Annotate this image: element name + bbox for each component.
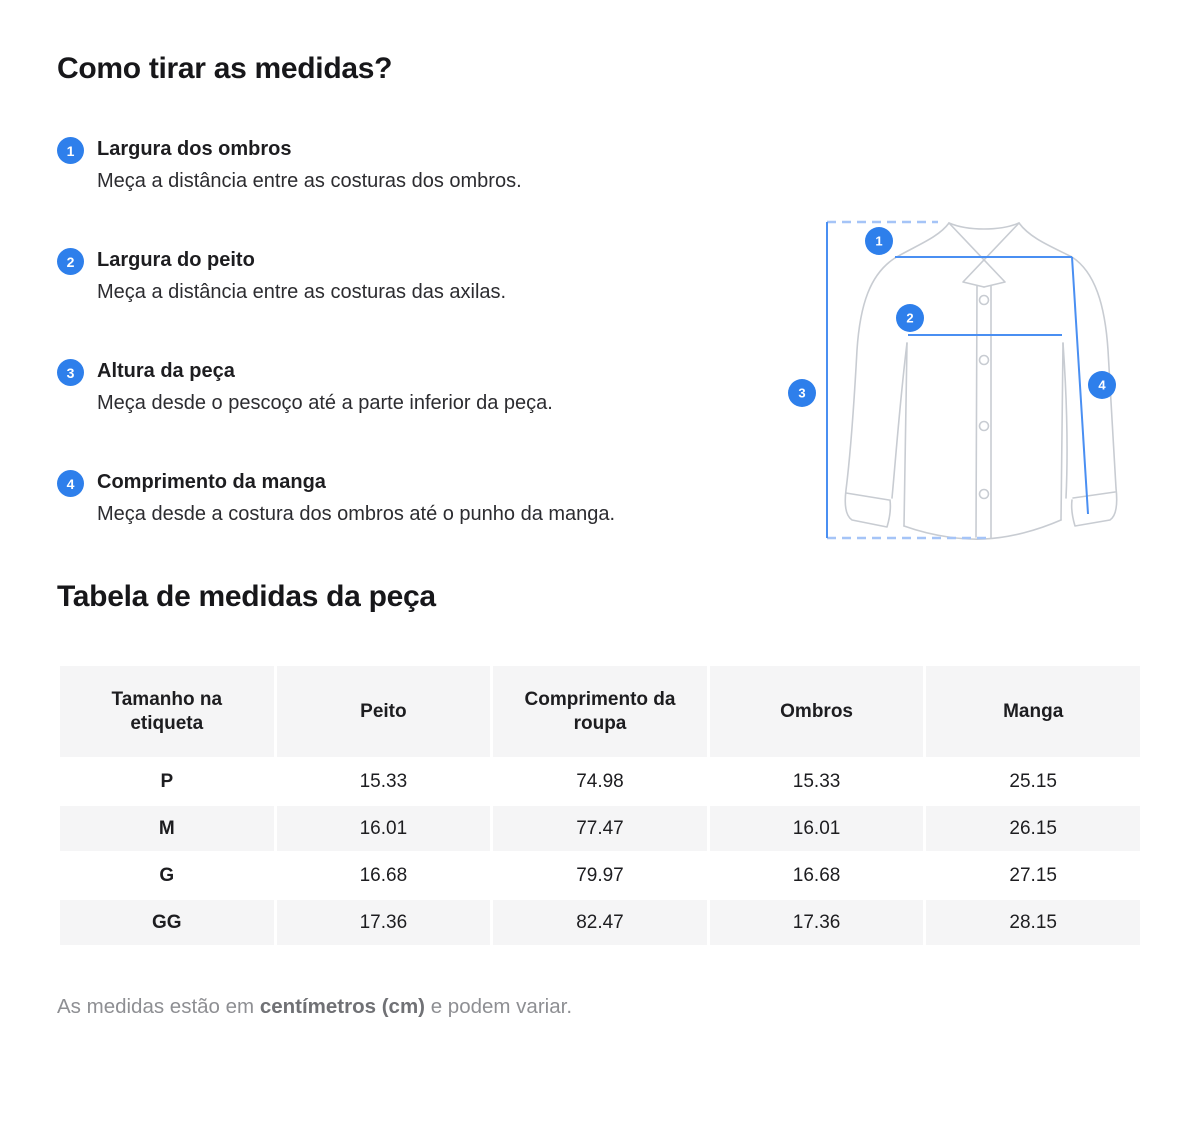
column-header-chest: Peito (276, 666, 491, 757)
chest-value: 15.33 (359, 770, 408, 792)
instruction-description: Meça a distância entre as costuras das a… (97, 281, 507, 303)
sleeve-value: 25.15 (1009, 770, 1057, 792)
page-title: Como tirar as medidas? (57, 52, 393, 85)
units-footnote: As medidas estão em centímetros (cm) e p… (57, 995, 1143, 1019)
instruction-shoulders: 1 Largura dos ombros Meça a distância en… (57, 136, 717, 195)
footnote-prefix: As medidas estão em (57, 995, 260, 1018)
shirt-outline (844, 222, 1118, 540)
instruction-description: Meça desde o pescoço até a parte inferio… (97, 392, 553, 414)
step-1-badge: 1 (57, 137, 84, 164)
shirt-illustration: 1 2 3 4 (788, 220, 1118, 540)
shoulder-value: 16.01 (709, 806, 924, 851)
instruction-chest: 2 Largura do peito Meça a distância entr… (57, 247, 717, 306)
chest-value: 16.01 (276, 806, 491, 851)
length-value: 77.47 (493, 806, 707, 851)
instruction-sleeve: 4 Comprimento da manga Meça desde a cost… (57, 469, 717, 528)
size-label: P (160, 770, 174, 792)
size-table-title: Tabela de medidas da peça (57, 580, 436, 613)
marker-2-label: 2 (906, 311, 913, 326)
table-row-m: M 16.01 77.47 16.01 26.15 (60, 806, 1140, 851)
shirt-measurement-diagram: 1 2 3 4 (770, 200, 1170, 560)
length-value: 82.47 (493, 900, 707, 945)
shoulder-value: 15.33 (792, 770, 841, 792)
column-header-shoulders: Ombros (709, 666, 924, 757)
marker-1-label: 1 (875, 234, 882, 249)
measurement-markers: 1 2 3 4 (788, 227, 1116, 407)
table-header-row: Tamanho na etiqueta Peito Comprimento da… (60, 666, 1140, 757)
instruction-title: Comprimento da manga (97, 471, 326, 493)
sleeve-value: 26.15 (926, 806, 1140, 851)
instruction-title: Largura do peito (97, 249, 255, 271)
footnote-suffix: e podem variar. (425, 995, 573, 1018)
instruction-description: Meça a distância entre as costuras dos o… (97, 170, 522, 192)
shoulder-value: 16.68 (792, 864, 841, 886)
length-value: 74.98 (576, 770, 624, 792)
instruction-title: Largura dos ombros (97, 138, 292, 160)
column-header-size: Tamanho na etiqueta (60, 666, 274, 757)
step-3-badge: 3 (57, 359, 84, 386)
size-measurements-table: Tamanho na etiqueta Peito Comprimento da… (57, 664, 1143, 947)
step-4-badge: 4 (57, 470, 84, 497)
marker-3-circle (788, 379, 816, 407)
table-row-p: P 15.33 74.98 15.33 25.15 (60, 759, 1140, 804)
footnote-unit: centímetros (cm) (259, 995, 426, 1018)
instruction-title: Altura da peça (97, 360, 235, 382)
length-value: 79.97 (576, 864, 624, 886)
table-row-gg: GG 17.36 82.47 17.36 28.15 (60, 900, 1140, 945)
column-header-sleeve: Manga (926, 666, 1140, 757)
size-label: GG (60, 900, 274, 945)
chest-value: 16.68 (359, 864, 408, 886)
measurement-lines (826, 220, 1089, 540)
step-2-badge: 2 (57, 248, 84, 275)
chest-value: 17.36 (276, 900, 491, 945)
shoulder-value: 17.36 (709, 900, 924, 945)
size-label: M (60, 806, 274, 851)
marker-4-label: 4 (1098, 378, 1106, 393)
marker-4-circle (1088, 371, 1116, 399)
measurement-instructions: 1 Largura dos ombros Meça a distância en… (57, 136, 717, 528)
sleeve-value: 27.15 (1009, 864, 1057, 886)
sleeve-value: 28.15 (926, 900, 1140, 945)
size-label: G (159, 864, 175, 886)
marker-3-label: 3 (798, 386, 805, 401)
marker-2-circle (896, 304, 924, 332)
table-row-g: G 16.68 79.97 16.68 27.15 (60, 853, 1140, 898)
instruction-description: Meça desde a costura dos ombros até o pu… (97, 503, 616, 525)
instruction-height: 3 Altura da peça Meça desde o pescoço at… (57, 358, 717, 417)
column-header-length: Comprimento da roupa (493, 666, 707, 757)
marker-1-circle (865, 227, 893, 255)
